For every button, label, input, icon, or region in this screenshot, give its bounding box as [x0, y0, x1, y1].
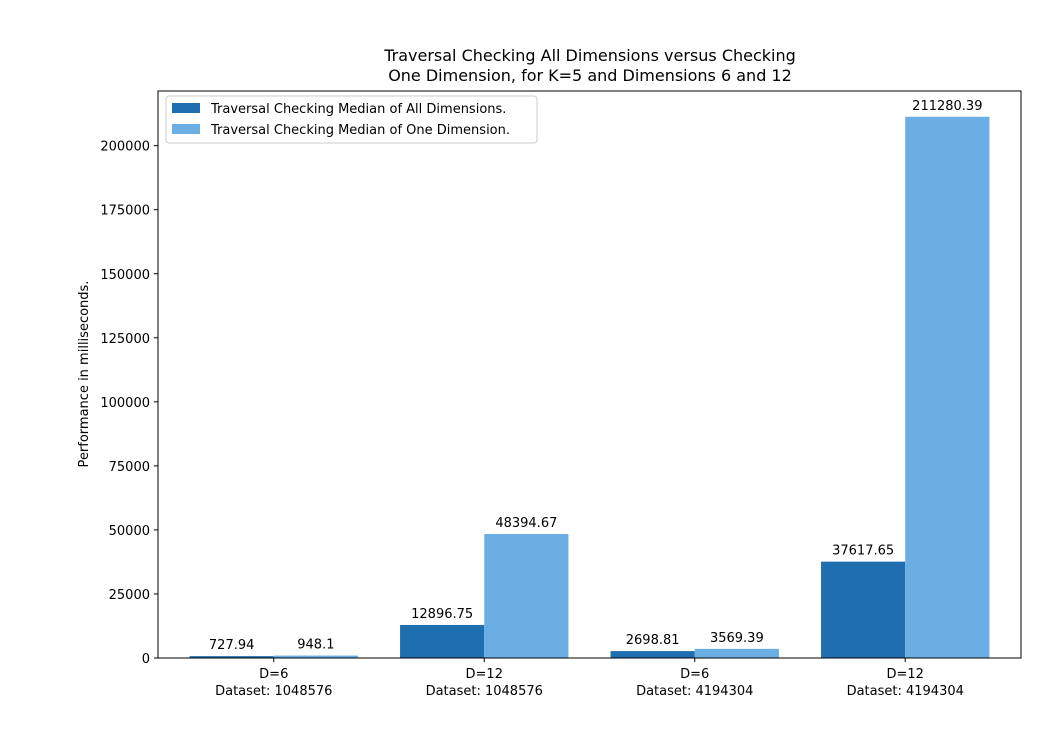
legend: Traversal Checking Median of All Dimensi…	[165, 95, 538, 144]
y-tick-label: 200000	[100, 140, 150, 155]
legend-entry-label: Traversal Checking Median of One Dimensi…	[210, 123, 510, 138]
bar-series-1	[189, 656, 274, 658]
y-tick-label: 0	[142, 652, 150, 667]
x-tick-label: Dataset: 1048576	[215, 684, 332, 699]
bar-value-label: 211280.39	[912, 99, 982, 114]
x-axis: D=6 Dataset: 1048576 D=12 Dataset: 1048576 D…	[215, 658, 964, 699]
x-tick-label: D=12	[887, 667, 924, 682]
x-tick-label: D=6	[259, 667, 288, 682]
y-tick-label: 50000	[109, 524, 150, 539]
bar-value-label: 37617.65	[832, 544, 894, 559]
bar-value-label: 727.94	[209, 638, 255, 653]
bar-series-1	[821, 561, 906, 658]
bar-value-label: 948.1	[297, 638, 334, 653]
bar-value-label: 12896.75	[411, 607, 473, 622]
x-tick-label: Dataset: 4194304	[847, 684, 964, 699]
bar-series-2	[905, 116, 990, 659]
bar-series-2	[484, 534, 569, 658]
x-tick-label: Dataset: 4194304	[636, 684, 753, 699]
plot-area: 727.94 948.1 12896.75 48394.67 2698.81 3569.3…	[189, 99, 990, 659]
y-tick-label: 100000	[100, 396, 150, 411]
y-tick-label: 125000	[100, 332, 150, 347]
axes-frame	[157, 90, 1022, 659]
y-tick-label: 150000	[100, 268, 150, 283]
x-tick-label: D=12	[466, 667, 503, 682]
x-tick-label: Dataset: 1048576	[426, 684, 543, 699]
bar-value-label: 48394.67	[495, 516, 557, 531]
bar-series-1	[610, 651, 695, 658]
bar-value-label: 3569.39	[710, 631, 764, 646]
legend-box	[165, 95, 538, 144]
bar-series-2	[694, 648, 779, 658]
bar-value-label: 2698.81	[626, 633, 680, 648]
legend-entry-label: Traversal Checking Median of All Dimensi…	[210, 102, 506, 117]
y-tick-label: 75000	[109, 460, 150, 475]
chart-title-line-1: Traversal Checking All Dimensions versus…	[383, 46, 796, 65]
y-tick-label: 175000	[100, 204, 150, 219]
legend-swatch	[172, 124, 200, 134]
bar-series-2	[273, 655, 358, 658]
chart-title-line-2: One Dimension, for K=5 and Dimensions 6 …	[388, 66, 792, 85]
legend-swatch	[172, 103, 200, 113]
y-axis-label: Performance in milliseconds.	[77, 281, 92, 468]
y-tick-label: 25000	[109, 588, 150, 603]
bar-series-1	[400, 624, 485, 658]
x-tick-label: D=6	[680, 667, 709, 682]
y-axis: 0 25000 50000 75000 100000 125000 150000 175000…	[100, 140, 158, 667]
